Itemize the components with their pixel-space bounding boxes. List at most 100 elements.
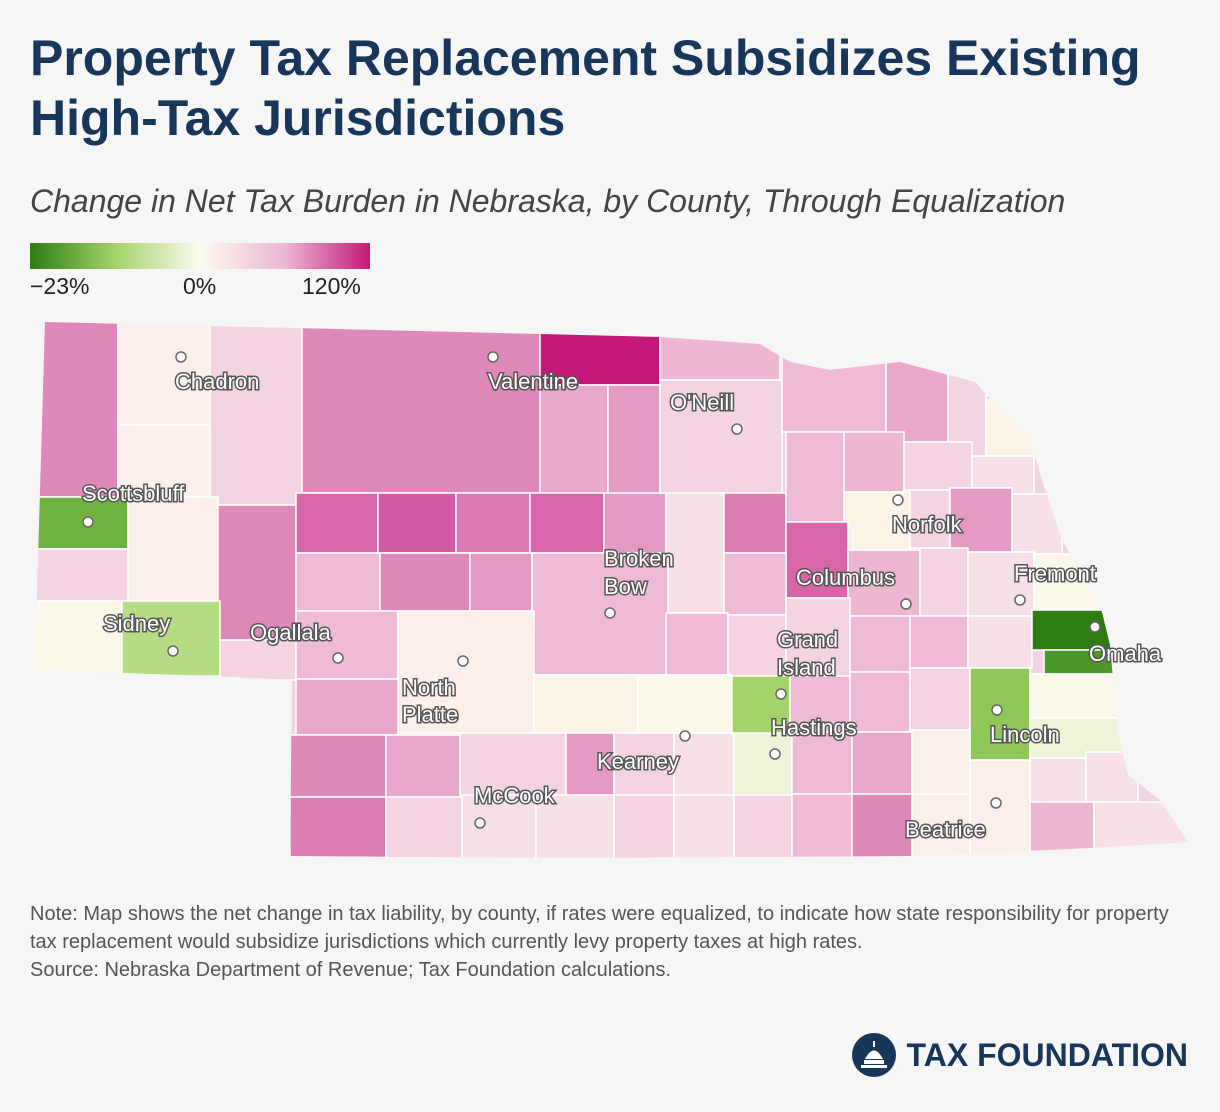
county-sheridan <box>209 322 303 506</box>
city-marker-ogallala <box>332 652 344 664</box>
county-johnson <box>1029 757 1087 803</box>
county-cass <box>1029 673 1121 719</box>
city-marker-scottsbluff <box>82 516 94 528</box>
county-franklin <box>673 794 735 858</box>
map-subtitle: Change in Net Tax Burden in Nebraska, by… <box>30 183 1066 219</box>
city-marker-valentine <box>487 351 499 363</box>
county-rock <box>607 384 661 498</box>
county-dakota <box>985 399 1037 457</box>
city-label-scottsbluff: Scottsbluff <box>82 481 185 506</box>
county-boyd <box>659 329 781 381</box>
city-marker-grand-island <box>775 688 787 700</box>
county-mcpherson <box>379 552 471 612</box>
city-marker-fremont <box>1014 594 1026 606</box>
county-cherry <box>301 322 543 494</box>
city-marker-kearney <box>679 730 691 742</box>
city-label-valentine: Valentine <box>488 369 578 394</box>
county-cheyenne <box>121 600 221 677</box>
county-box-butte <box>117 424 211 506</box>
county-sherman <box>727 614 787 678</box>
city-label-chadron: Chadron <box>175 369 259 394</box>
city-label-beatrice: Beatrice <box>905 817 986 842</box>
county-hooker <box>455 492 531 554</box>
city-label-grand-island-line2: Island <box>777 655 836 680</box>
county-dundy <box>289 796 387 858</box>
city-label-broken-bow: Broken <box>604 546 674 571</box>
city-label-ogallala: Ogallala <box>250 620 331 645</box>
city-label-norfolk: Norfolk <box>892 512 963 537</box>
county-howard <box>785 597 851 677</box>
county-valley <box>723 552 787 616</box>
county-nemaha <box>1085 751 1139 803</box>
county-nance <box>849 615 911 673</box>
county-kearney <box>673 732 735 796</box>
county-burt <box>1011 493 1063 555</box>
county-hall <box>731 675 791 735</box>
county-chase <box>289 734 387 798</box>
county-hitchcock <box>385 796 463 858</box>
county-blaine <box>603 492 667 554</box>
county-frontier <box>459 732 567 796</box>
note-text: Note: Map shows the net change in tax li… <box>30 903 1169 953</box>
county-red-willow <box>461 794 537 858</box>
county-butler <box>967 615 1033 669</box>
source-text: Source: Nebraska Department of Revenue; … <box>30 959 672 981</box>
city-label-oneill: O'Neill <box>670 390 734 415</box>
city-marker-chadron <box>175 351 187 363</box>
county-brown <box>539 384 609 498</box>
county-lincoln <box>397 610 535 734</box>
county-sheridan-2 <box>295 492 379 554</box>
county-arthur <box>295 552 381 612</box>
county-wheeler <box>785 431 845 523</box>
city-label-columbus: Columbus <box>796 565 895 590</box>
county-sioux <box>35 322 119 498</box>
city-label-lincoln: Lincoln <box>990 722 1060 747</box>
city-label-omaha: Omaha <box>1089 641 1162 666</box>
county-colfax <box>919 547 969 617</box>
county-logan <box>469 552 533 612</box>
city-label-sidney: Sidney <box>103 611 170 636</box>
county-garfield <box>723 492 787 554</box>
county-morrill <box>127 496 219 602</box>
city-label-broken-bow-line2: Bow <box>604 574 647 599</box>
county-york <box>909 667 971 731</box>
county-polk <box>909 615 969 669</box>
city-marker-hastings <box>769 748 781 760</box>
county-dawson <box>533 674 639 734</box>
county-nuckolls <box>791 793 853 858</box>
county-greeley <box>665 612 729 676</box>
city-label-north-platte-line2: Platte <box>402 702 458 727</box>
county-cedar <box>885 339 949 443</box>
county-richardson <box>1093 801 1188 858</box>
county-thayer <box>851 793 913 858</box>
city-label-grand-island: Grand <box>777 627 838 652</box>
city-label-north-platte: North <box>402 675 456 700</box>
county-saline <box>911 729 971 795</box>
county-loup <box>665 492 725 614</box>
county-buffalo <box>637 674 733 734</box>
county-knox <box>781 339 887 433</box>
county-pawnee <box>1029 801 1095 858</box>
capitol-dome-icon <box>851 1033 896 1077</box>
brand-name: TAX FOUNDATION <box>906 1036 1188 1073</box>
city-label-kearney: Kearney <box>597 749 679 774</box>
county-thomas <box>529 492 605 554</box>
county-hayes <box>385 734 461 798</box>
city-marker-broken-bow <box>604 607 616 619</box>
county-antelope <box>843 431 905 493</box>
city-marker-north-platte <box>457 655 469 667</box>
county-gage <box>969 759 1031 858</box>
county-webster <box>733 794 793 858</box>
city-marker-norfolk <box>892 494 904 506</box>
county-grant <box>377 492 457 554</box>
city-marker-beatrice <box>990 797 1002 809</box>
county-clay <box>791 731 853 795</box>
city-marker-lincoln <box>991 704 1003 716</box>
county-harlan <box>613 794 675 858</box>
county-keith <box>295 610 399 680</box>
county-adams <box>733 732 793 796</box>
legend-color-scale <box>30 243 370 269</box>
county-pierce <box>903 441 973 491</box>
city-marker-omaha <box>1089 621 1101 633</box>
county-hamilton <box>849 671 911 733</box>
